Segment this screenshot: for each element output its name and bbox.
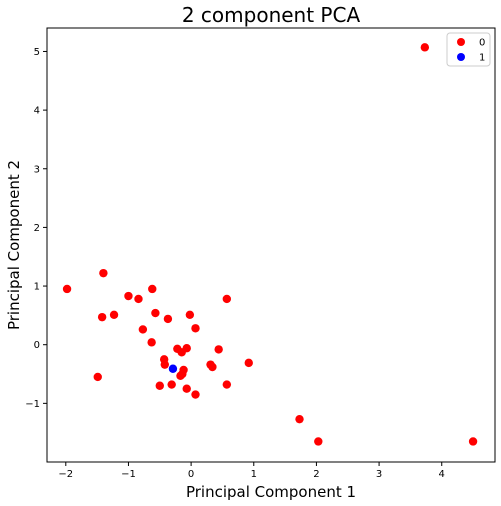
scatter-point-class-0 xyxy=(148,284,157,294)
x-tick-label: 3 xyxy=(376,469,382,480)
scatter-point-class-0 xyxy=(163,314,173,324)
scatter-point-class-0 xyxy=(160,360,169,369)
scatter-point-class-0 xyxy=(420,43,430,52)
x-tick-label: −2 xyxy=(58,469,73,480)
x-tick-label: 2 xyxy=(313,469,319,480)
scatter-point-class-0 xyxy=(222,380,232,389)
x-axis-label: Principal Component 1 xyxy=(186,483,356,501)
scatter-point-class-0 xyxy=(99,268,108,278)
scatter-point-class-0 xyxy=(62,284,72,294)
y-tick-label: 1 xyxy=(34,282,40,293)
x-tick-label: 0 xyxy=(188,469,194,480)
scatter-point-class-0 xyxy=(182,384,191,393)
scatter-point-class-0 xyxy=(167,380,176,389)
y-tick-label: 2 xyxy=(34,223,40,234)
plot-area xyxy=(46,27,496,463)
y-tick-label: 4 xyxy=(34,106,40,117)
legend-label-0: 0 xyxy=(479,38,485,49)
scatter-point-class-0 xyxy=(191,390,200,399)
legend-marker-1 xyxy=(457,53,465,61)
scatter-point-class-0 xyxy=(109,310,119,319)
scatter-point-class-0 xyxy=(214,345,223,354)
x-tick-label: −1 xyxy=(121,469,136,480)
scatter-point-class-0 xyxy=(222,294,232,304)
scatter-point-class-1 xyxy=(168,364,178,373)
scatter-point-class-0 xyxy=(468,437,478,446)
x-axis-ticks: −2 −1 0 1 2 3 4 xyxy=(58,462,445,480)
scatter-point-class-0 xyxy=(185,310,195,319)
scatter-point-class-0 xyxy=(314,437,323,446)
scatter-point-class-0 xyxy=(138,325,148,334)
y-tick-label: 3 xyxy=(34,164,40,175)
legend: 0 1 xyxy=(446,32,491,67)
scatter-point-class-0 xyxy=(151,308,160,318)
scatter-point-class-0 xyxy=(295,414,304,424)
scatter-point-class-0 xyxy=(124,291,133,301)
y-axis-ticks: −1 0 1 2 3 4 5 xyxy=(25,47,47,410)
data-points xyxy=(62,43,478,446)
scatter-point-class-0 xyxy=(93,372,102,382)
scatter-point-class-0 xyxy=(208,362,217,372)
legend-marker-0 xyxy=(457,38,465,46)
scatter-point-class-0 xyxy=(182,344,191,353)
scatter-point-class-0 xyxy=(147,338,156,347)
scatter-point-class-0 xyxy=(244,358,253,368)
scatter-point-class-0 xyxy=(97,312,107,322)
chart-title: 2 component PCA xyxy=(182,3,361,27)
scatter-point-class-0 xyxy=(191,324,200,333)
scatter-point-class-0 xyxy=(155,381,164,390)
y-tick-label: 5 xyxy=(34,47,40,58)
scatter-point-class-0 xyxy=(134,294,143,304)
scatter-point-class-0 xyxy=(176,371,185,380)
y-axis-label: Principal Component 2 xyxy=(5,160,23,330)
y-tick-label: −1 xyxy=(25,399,40,410)
legend-label-1: 1 xyxy=(479,53,485,64)
x-tick-label: 1 xyxy=(251,469,257,480)
x-tick-label: 4 xyxy=(439,469,445,480)
y-tick-label: 0 xyxy=(34,340,40,351)
